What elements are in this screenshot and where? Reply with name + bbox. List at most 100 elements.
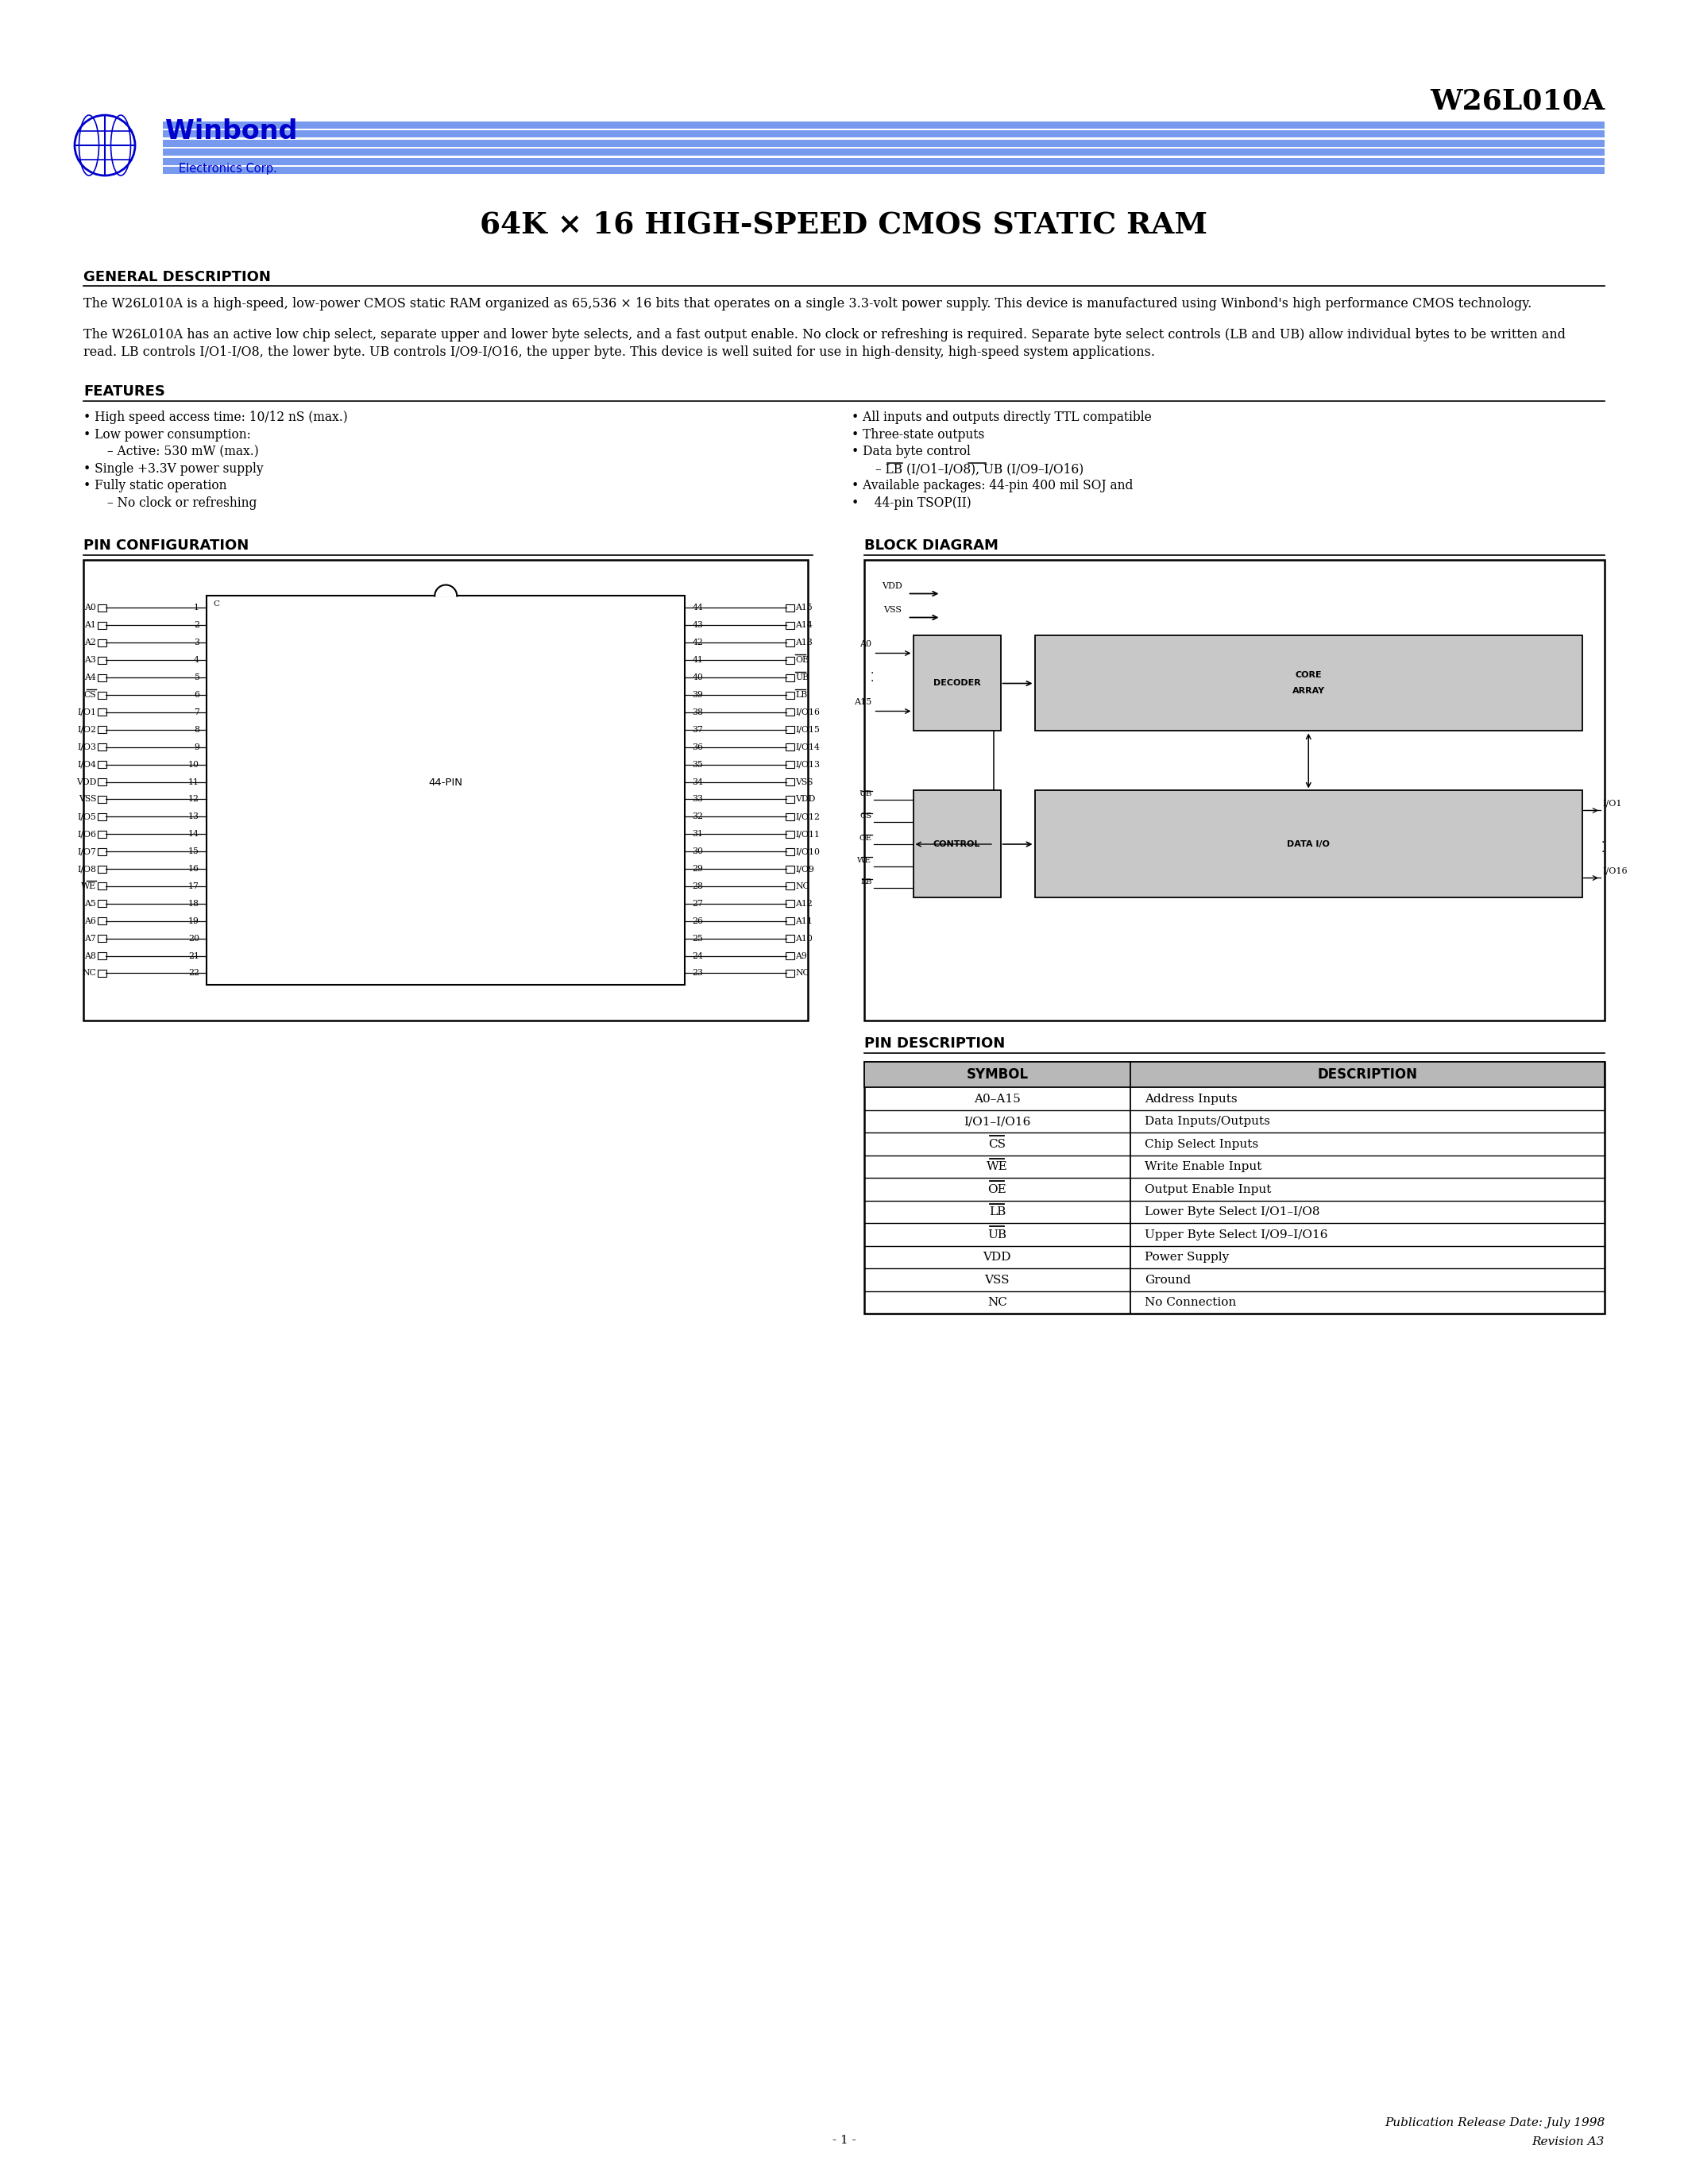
Text: 29: 29 [692,865,704,874]
Text: LB: LB [795,690,807,699]
Bar [98,830,106,839]
Bar [864,1061,1605,1088]
Bar [98,710,106,716]
Text: A5: A5 [84,900,96,909]
Text: PIN DESCRIPTION: PIN DESCRIPTION [864,1037,1004,1051]
Bar [785,640,793,646]
Text: read. LB controls I/O1-I/O8, the lower byte. UB controls I/O9-I/O16, the upper b: read. LB controls I/O1-I/O8, the lower b… [83,345,1155,358]
Bar [785,795,793,804]
Bar [162,120,1605,129]
Text: UB: UB [859,791,871,797]
Bar [785,935,793,941]
Text: 19: 19 [189,917,199,926]
Bar [785,847,793,856]
Text: A15: A15 [795,605,814,612]
Text: VSS: VSS [78,795,96,804]
Bar [864,1061,1605,1315]
Text: 44: 44 [692,605,704,612]
Text: – Active: 530 mW (max.): – Active: 530 mW (max.) [108,446,258,459]
Bar [98,778,106,786]
Text: 64K × 16 HIGH-SPEED CMOS STATIC RAM: 64K × 16 HIGH-SPEED CMOS STATIC RAM [479,210,1209,240]
Text: 1: 1 [194,605,199,612]
Text: Power Supply: Power Supply [1144,1251,1229,1262]
Text: I/O8: I/O8 [78,865,96,874]
Text: CORE: CORE [1295,670,1322,679]
Text: CS: CS [859,812,871,819]
Bar [785,778,793,786]
Text: 41: 41 [692,655,704,664]
Bar [913,791,1001,898]
Text: 23: 23 [692,970,704,976]
Text: 32: 32 [692,812,704,821]
Bar [98,743,106,751]
Text: 42: 42 [692,638,704,646]
Bar [785,605,793,612]
Bar [98,812,106,821]
Text: Lower Byte Select I/O1–I/O8: Lower Byte Select I/O1–I/O8 [1144,1206,1320,1219]
Text: A11: A11 [795,917,814,926]
Text: 10: 10 [189,760,199,769]
Text: ARRAY: ARRAY [1293,688,1325,695]
Bar [98,970,106,976]
Bar [785,830,793,839]
Text: I/O7: I/O7 [78,847,96,856]
Bar [785,675,793,681]
Text: 33: 33 [692,795,704,804]
Polygon shape [436,585,457,596]
Text: A4: A4 [84,673,96,681]
Text: W26L010A: W26L010A [1430,87,1605,114]
Text: 30: 30 [692,847,704,856]
Text: • Fully static operation: • Fully static operation [83,478,226,494]
Text: – LB (I/O1–I/O8), UB (I/O9–I/O16): – LB (I/O1–I/O8), UB (I/O9–I/O16) [876,463,1084,476]
Text: Ground: Ground [1144,1275,1192,1286]
Text: VDD: VDD [795,795,815,804]
Text: The W26L010A has an active low chip select, separate upper and lower byte select: The W26L010A has an active low chip sele… [83,328,1566,343]
Bar [785,710,793,716]
Text: 4: 4 [194,655,199,664]
Text: NC: NC [795,970,810,976]
Text: VDD: VDD [881,583,901,590]
Bar [785,882,793,889]
Bar [162,166,1605,175]
Text: A3: A3 [84,655,96,664]
Text: 28: 28 [692,882,704,891]
Bar [162,140,1605,146]
Text: 15: 15 [189,847,199,856]
Text: DATA I/O: DATA I/O [1288,841,1330,847]
Text: BLOCK DIAGRAM: BLOCK DIAGRAM [864,539,998,553]
Text: The W26L010A is a high-speed, low-power CMOS static RAM organized as 65,536 × 16: The W26L010A is a high-speed, low-power … [83,297,1531,310]
Text: 27: 27 [692,900,704,909]
Bar [98,725,106,734]
Text: CS: CS [989,1138,1006,1149]
Text: 25: 25 [692,935,704,943]
Text: A13: A13 [795,638,814,646]
Text: .: . [1602,834,1605,845]
Text: 40: 40 [692,673,704,681]
Bar [98,795,106,804]
Text: Winbond: Winbond [165,118,297,144]
Text: 11: 11 [189,778,199,786]
Bar [98,882,106,889]
Text: WE: WE [986,1162,1008,1173]
Text: • Low power consumption:: • Low power consumption: [83,428,252,441]
Text: A1: A1 [84,622,96,629]
Text: 43: 43 [692,622,704,629]
Text: WE: WE [81,882,96,891]
Text: FEATURES: FEATURES [83,384,165,400]
Text: I/O14: I/O14 [795,743,820,751]
Text: LB: LB [989,1206,1006,1219]
Bar [98,865,106,871]
Text: I/O10: I/O10 [795,847,820,856]
Bar [785,865,793,871]
Text: 31: 31 [692,830,704,839]
Text: 35: 35 [692,760,704,769]
Text: A7: A7 [84,935,96,943]
Text: VDD: VDD [982,1251,1011,1262]
Text: Chip Select Inputs: Chip Select Inputs [1144,1138,1259,1149]
Text: VDD: VDD [76,778,96,786]
Text: DESCRIPTION: DESCRIPTION [1318,1068,1418,1081]
Text: Address Inputs: Address Inputs [1144,1094,1237,1105]
Bar [785,760,793,769]
Text: 3: 3 [194,638,199,646]
Text: I/O9: I/O9 [795,865,815,874]
